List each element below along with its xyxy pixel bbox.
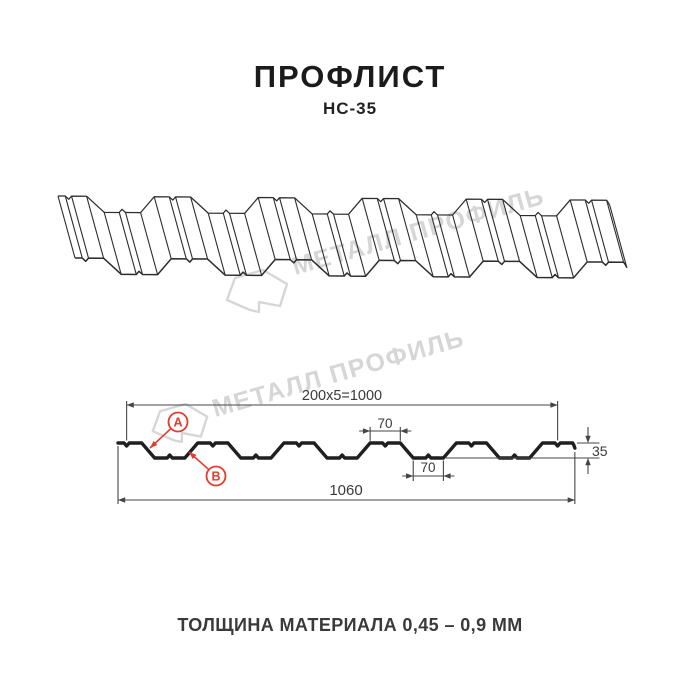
marker-a-label: A — [173, 416, 182, 430]
iso-fold-line — [294, 197, 313, 260]
iso-fold-line — [590, 199, 610, 263]
dim-height-label: 35 — [592, 443, 608, 459]
profile-section-view — [116, 441, 577, 460]
iso-fold-line — [382, 198, 402, 261]
iso-fold-line — [70, 195, 90, 259]
dimension-arrowhead — [406, 473, 414, 479]
iso-fold-line — [415, 214, 434, 277]
iso-fold-line — [609, 205, 628, 268]
iso-fold-line — [436, 214, 456, 278]
iso-fold-line — [502, 199, 521, 262]
iso-fold-line — [326, 213, 345, 277]
iso-fold-line — [168, 196, 187, 260]
brand-logo-watermark — [225, 269, 289, 313]
iso-fold-line — [190, 196, 209, 260]
iso-fold-line — [86, 196, 105, 259]
iso-fold-line — [228, 213, 248, 276]
iso-fold-line — [278, 197, 298, 260]
iso-fold-line — [465, 198, 484, 262]
marker-circle — [205, 465, 227, 487]
dimension-arrowhead — [400, 428, 408, 434]
iso-fold-line — [556, 215, 575, 278]
iso-fold-line — [118, 212, 137, 275]
iso-fold-line — [398, 198, 417, 261]
brand-logo-watermark-2 — [151, 403, 209, 443]
dimension-arrowhead — [118, 497, 126, 503]
iso-fold-line — [332, 213, 352, 277]
iso-fold-line — [584, 199, 603, 263]
dimension-arrowhead — [126, 402, 134, 408]
iso-fold-line — [540, 215, 560, 278]
iso-fold-line — [272, 197, 291, 260]
iso-fold-line — [207, 212, 226, 276]
dimension-arrowhead — [443, 473, 451, 479]
brand-logo-icon — [225, 269, 289, 313]
iso-fold-line — [124, 212, 144, 275]
iso-fold-line — [222, 213, 241, 276]
iso-fold-line — [519, 215, 538, 278]
iso-fold-line — [606, 200, 625, 263]
iso-fold-line — [174, 196, 194, 260]
iso-fold-line — [348, 214, 367, 277]
brand-logo-icon — [151, 403, 209, 443]
dimension-arrowhead — [585, 458, 591, 466]
iso-fold-line — [57, 195, 76, 259]
dimension-arrowhead — [550, 402, 558, 408]
dimension-arrowhead — [362, 428, 371, 434]
iso-fold-line — [257, 197, 276, 260]
iso-fold-line — [486, 199, 506, 262]
section-profile-outline — [116, 441, 577, 460]
page-title: ПРОФЛИСТ — [253, 59, 447, 94]
iso-fold-line — [153, 196, 172, 259]
iso-front-edge — [74, 257, 628, 279]
iso-fold-line — [569, 199, 588, 263]
marker-circle — [167, 411, 189, 433]
iso-fold-line — [534, 215, 553, 278]
dimension-arrowhead — [567, 497, 575, 503]
iso-fold-line — [430, 214, 449, 277]
iso-fold-line — [376, 198, 395, 261]
dim-working-width-label: 200x5=1000 — [302, 388, 382, 404]
iso-fold-line — [361, 198, 380, 261]
profile-3d-view — [57, 195, 628, 279]
dimension-lines — [117, 401, 600, 504]
dimension-arrowhead — [585, 435, 591, 443]
iso-fold-line — [103, 212, 122, 275]
iso-fold-line — [311, 213, 330, 277]
marker-b-label: B — [211, 470, 220, 484]
iso-fold-line — [140, 212, 159, 275]
thickness-note: ТОЛЩИНА МАТЕРИАЛА 0,45 – 0,9 ММ — [177, 615, 523, 635]
marker-arrowhead — [150, 440, 158, 448]
point-annotations — [149, 411, 227, 487]
iso-fold-line — [452, 214, 471, 278]
dim-valley-width-label: 70 — [420, 460, 435, 475]
marker-arrowhead — [189, 452, 197, 460]
profile-model-label: НС-35 — [322, 99, 378, 118]
dim-crest-width-label: 70 — [377, 416, 392, 431]
iso-fold-line — [64, 195, 83, 259]
dim-total-width-label: 1060 — [329, 482, 362, 499]
iso-fold-line — [244, 213, 263, 276]
iso-fold-line — [480, 199, 499, 262]
